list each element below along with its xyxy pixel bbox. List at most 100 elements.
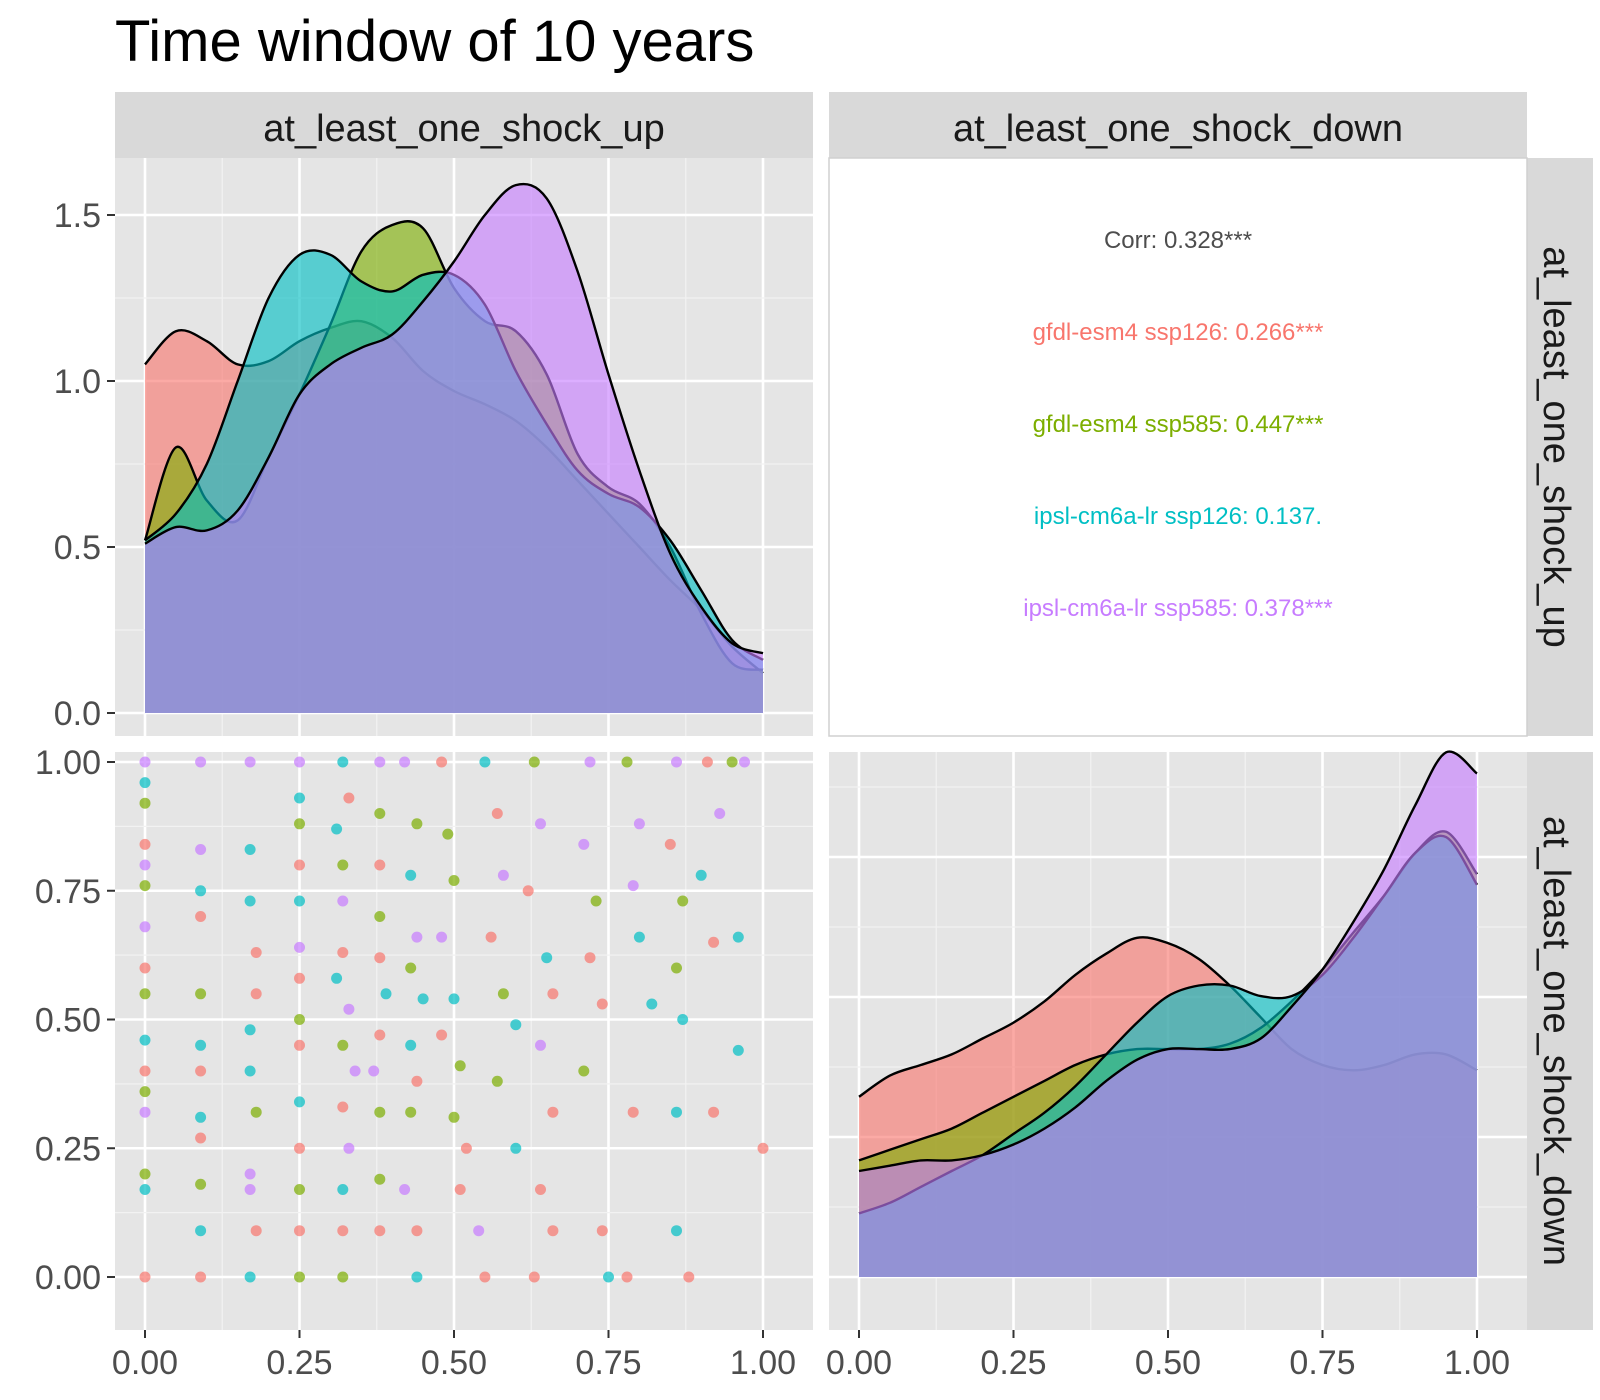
scatter-points: [139, 756, 769, 1283]
scatter-point: [294, 818, 305, 830]
scatter-point: [139, 988, 151, 1000]
scatter-point: [337, 756, 349, 768]
density-down-x-tick-label: 0.25: [980, 1344, 1046, 1382]
scatter-point: [139, 1034, 151, 1046]
scatter-point: [139, 1271, 151, 1283]
scatter-point: [139, 1086, 151, 1098]
scatter-x-tick-label: 0.75: [575, 1344, 641, 1382]
scatter-point: [250, 988, 262, 1000]
scatter-point: [436, 756, 448, 768]
scatter-point: [294, 792, 305, 804]
scatter-point: [547, 988, 559, 1000]
panel-correlation: [828, 157, 1528, 737]
scatter-point: [473, 1225, 485, 1237]
scatter-point: [671, 962, 682, 974]
scatter-point: [633, 931, 645, 943]
scatter-point: [337, 1101, 349, 1113]
scatter-point: [244, 1184, 256, 1195]
scatter-point: [244, 1168, 256, 1180]
scatter-point: [244, 1271, 256, 1283]
density-up-y-tick-label: 0.5: [54, 529, 101, 567]
density-up-area-4: [145, 184, 763, 713]
panel-scatter: [115, 752, 813, 1330]
scatter-point: [479, 756, 491, 768]
scatter-point: [701, 756, 713, 768]
scatter-point: [460, 1142, 472, 1154]
scatter-point: [411, 1075, 423, 1087]
density-up-y-tick-label: 1.5: [54, 197, 101, 235]
scatter-point: [436, 1029, 448, 1041]
scatter-point: [294, 1225, 305, 1237]
density-up-y-tick-label: 0.0: [54, 695, 101, 733]
scatter-point: [337, 895, 349, 907]
scatter-point: [547, 1106, 559, 1118]
scatter-point: [732, 931, 744, 943]
scatter-point: [405, 1106, 417, 1118]
scatter-point: [664, 838, 676, 850]
scatter-point: [294, 1096, 305, 1108]
scatter-point: [454, 1060, 466, 1072]
scatter-point: [405, 869, 417, 881]
scatter-y-tick-label: 0.50: [35, 1002, 101, 1040]
scatter-point: [454, 1184, 466, 1195]
scatter-point: [294, 756, 305, 768]
scatter-point: [578, 838, 590, 850]
scatter-point: [405, 1039, 417, 1051]
scatter-point: [584, 756, 596, 768]
scatter-point: [374, 952, 386, 964]
scatter-point: [294, 941, 305, 953]
scatter-point: [195, 911, 207, 922]
scatter-point: [399, 1184, 411, 1195]
scatter-point: [578, 1065, 590, 1077]
scatter-point: [491, 1075, 503, 1087]
scatter-point: [442, 828, 454, 840]
scatter-point: [695, 869, 707, 881]
scatter-point: [250, 1225, 262, 1237]
corr-overall: Corr: 0.328***: [1104, 227, 1252, 254]
scatter-point: [411, 1225, 423, 1237]
scatter-point: [411, 931, 423, 943]
scatter-point: [250, 1106, 262, 1118]
scatter-point: [757, 1142, 769, 1154]
scatter-point: [714, 808, 726, 819]
scatter-point: [195, 844, 207, 855]
scatter-point: [522, 885, 534, 897]
scatter-point: [510, 1142, 522, 1154]
scatter-y-tick-label: 1.00: [35, 744, 101, 782]
scatter-point: [139, 1106, 151, 1118]
scatter-point: [139, 838, 151, 850]
scatter-point: [343, 1142, 355, 1154]
scatter-point: [294, 1039, 305, 1051]
strip-col-2-label: at_least_one_shock_down: [953, 108, 1403, 150]
density-up-areas: [143, 182, 764, 713]
scatter-point: [621, 1271, 633, 1283]
scatter-point: [541, 952, 553, 964]
scatter-point: [337, 1271, 349, 1283]
strip-row-2: [1527, 752, 1593, 1330]
scatter-point: [337, 1184, 349, 1195]
scatter-y-tick-label: 0.00: [35, 1259, 101, 1297]
scatter-point: [294, 1014, 305, 1025]
scatter-point: [368, 1065, 380, 1077]
scatter-point: [337, 1225, 349, 1237]
density-down-x-tick-label: 0.00: [826, 1344, 892, 1382]
scatter-point: [195, 1039, 207, 1051]
scatter-point: [195, 885, 207, 897]
axes: 0.0 0.5 1.0 1.5 0.00 0.25 0.50 0.75 1.00 0.00 0.25…: [35, 197, 1510, 1382]
scatter-point: [708, 936, 720, 948]
density-up-y-tick-label: 1.0: [54, 363, 101, 401]
scatter-point: [646, 998, 658, 1010]
scatter-point: [448, 1111, 460, 1123]
density-down-x-tick-label: 0.50: [1135, 1344, 1201, 1382]
strip-row-1-label: at_least_one_shock_up: [1535, 246, 1577, 647]
scatter-point: [195, 756, 207, 768]
strip-col-1: [115, 92, 813, 158]
density-up-outline-4: [144, 182, 764, 655]
scatter-point: [374, 808, 386, 819]
scatter-point: [195, 1065, 207, 1077]
scatter-x-tick-label: 1.00: [730, 1344, 796, 1382]
scatter-point: [374, 1173, 386, 1185]
scatter-point: [411, 818, 423, 830]
scatter-point: [596, 998, 608, 1010]
